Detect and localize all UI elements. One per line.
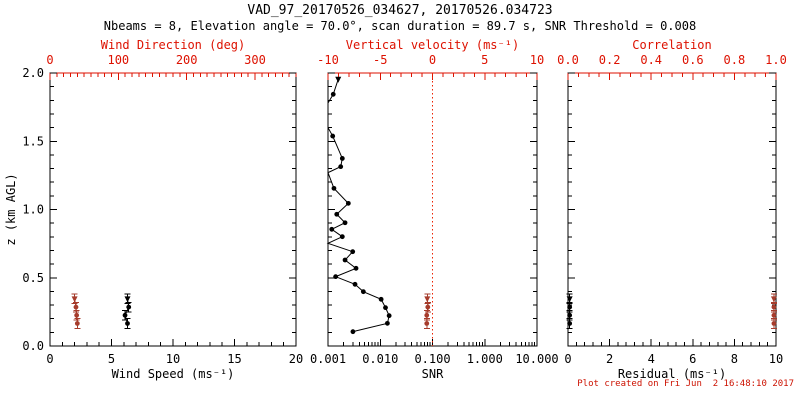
svg-text:0.001: 0.001 [310, 352, 346, 366]
svg-text:6: 6 [689, 352, 696, 366]
residual-series [566, 293, 573, 329]
svg-text:Residual (ms⁻¹): Residual (ms⁻¹) [618, 367, 726, 381]
svg-text:0: 0 [46, 53, 53, 67]
svg-text:10.000: 10.000 [515, 352, 558, 366]
vertical-velocity-series [423, 293, 431, 329]
svg-text:20: 20 [289, 352, 303, 366]
wind-direction-series [71, 293, 81, 329]
svg-text:0.0: 0.0 [557, 53, 579, 67]
svg-text:200: 200 [176, 53, 198, 67]
svg-text:2: 2 [606, 352, 613, 366]
svg-text:-5: -5 [373, 53, 387, 67]
correlation-series [770, 293, 777, 329]
svg-text:Vertical velocity (ms⁻¹): Vertical velocity (ms⁻¹) [346, 38, 519, 52]
panel-snr: 0.001 0.010 0.100 1.000 10.000 SNR -10 -5 0 5 10 Ve… [310, 38, 559, 381]
svg-text:1.000: 1.000 [467, 352, 503, 366]
plot-title: VAD_97_20170526_034627, 20170526.034723 [247, 3, 553, 18]
svg-text:0.100: 0.100 [414, 352, 450, 366]
svg-text:0.4: 0.4 [640, 53, 662, 67]
svg-text:0: 0 [429, 53, 436, 67]
wind-speed-series [122, 293, 132, 329]
svg-text:0.5: 0.5 [22, 271, 44, 285]
svg-text:Correlation: Correlation [632, 38, 711, 52]
svg-text:2.0: 2.0 [22, 66, 44, 80]
svg-text:10: 10 [769, 352, 783, 366]
svg-text:z (km AGL): z (km AGL) [4, 173, 18, 245]
snr-profile-series [326, 76, 392, 335]
plot-credit: Plot created on Fri Jun 2 16:48:10 2017 [577, 379, 794, 389]
plot-subtitle: Nbeams = 8, Elevation angle = 70.0°, sca… [103, 19, 697, 33]
svg-text:15: 15 [227, 352, 241, 366]
svg-text:-10: -10 [317, 53, 339, 67]
y-axis-title: z (km AGL) [4, 173, 18, 245]
svg-text:10: 10 [530, 53, 544, 67]
svg-text:0.8: 0.8 [724, 53, 746, 67]
svg-text:0.010: 0.010 [362, 352, 398, 366]
svg-text:0.2: 0.2 [599, 53, 621, 67]
panel-wind: 0 5 10 15 20 Wind Speed (ms⁻¹) 0 100 200 300Wind … [22, 38, 303, 381]
svg-text:SNR: SNR [422, 367, 444, 381]
svg-text:1.5: 1.5 [22, 134, 44, 148]
svg-text:0.6: 0.6 [682, 53, 704, 67]
svg-text:8: 8 [731, 352, 738, 366]
svg-text:1.0: 1.0 [765, 53, 787, 67]
svg-text:300: 300 [244, 53, 266, 67]
svg-text:1.0: 1.0 [22, 203, 44, 217]
svg-text:0: 0 [46, 352, 53, 366]
panel-residual: 0 2 4 6 8 10 Residual (ms⁻¹) 0.0 0.2 0.4 0.6 0.8 1.0… [557, 38, 787, 381]
svg-text:0: 0 [564, 352, 571, 366]
svg-text:0.0: 0.0 [22, 339, 44, 353]
svg-text:5: 5 [108, 352, 115, 366]
svg-text:4: 4 [648, 352, 655, 366]
svg-text:Wind Speed (ms⁻¹): Wind Speed (ms⁻¹) [112, 367, 235, 381]
svg-text:Wind Direction (deg): Wind Direction (deg) [101, 38, 246, 52]
svg-text:100: 100 [107, 53, 129, 67]
svg-text:5: 5 [481, 53, 488, 67]
svg-text:10: 10 [166, 352, 180, 366]
